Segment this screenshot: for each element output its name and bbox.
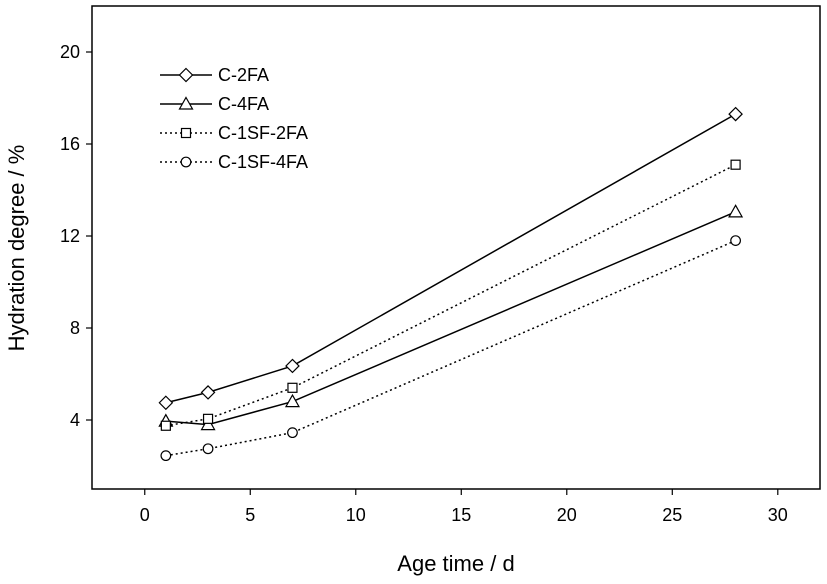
data-point — [160, 420, 171, 431]
series-line — [165, 239, 736, 457]
series-c-1sf-2fa — [160, 159, 741, 431]
x-tick-label: 15 — [451, 505, 471, 525]
data-point — [285, 358, 300, 374]
y-tick-label: 12 — [60, 226, 80, 246]
series-c-4fa — [158, 204, 744, 431]
x-tick-label: 20 — [557, 505, 577, 525]
x-axis-ticks: 0 5 10 15 20 25 30 — [140, 489, 788, 525]
legend-label: C-1SF-4FA — [218, 152, 308, 172]
data-point — [202, 443, 214, 455]
x-axis-title: Age time / d — [397, 551, 514, 576]
series-c-2fa — [158, 106, 743, 411]
legend-marker — [178, 67, 194, 83]
data-point — [730, 159, 741, 170]
data-point — [200, 385, 216, 400]
x-tick-label: 5 — [245, 505, 255, 525]
legend-label: C-1SF-2FA — [218, 123, 308, 143]
series-line — [165, 113, 736, 404]
legend-marker — [178, 96, 194, 110]
y-tick-label: 8 — [70, 318, 80, 338]
data-point — [160, 450, 172, 462]
legend-label: C-4FA — [218, 94, 269, 114]
legend-item: C-1SF-4FA — [160, 152, 308, 172]
legend-marker — [180, 156, 192, 168]
legend-label: C-2FA — [218, 65, 269, 85]
legend-item: C-2FA — [160, 65, 269, 85]
series-c-1sf-4fa — [160, 235, 741, 462]
y-axis-title: Hydration degree / % — [4, 145, 29, 352]
series-line — [165, 164, 736, 427]
data-point — [287, 427, 298, 439]
legend: C-2FA C-4FA C-1SF-2FA C-1SF-4FA — [160, 65, 308, 172]
data-point — [728, 204, 744, 218]
legend-marker — [180, 127, 192, 139]
x-tick-label: 30 — [768, 505, 788, 525]
y-tick-label: 4 — [70, 410, 80, 430]
y-axis-ticks: 4 8 12 16 20 — [60, 42, 92, 430]
y-tick-label: 16 — [60, 134, 80, 154]
data-point — [728, 106, 743, 122]
data-point — [202, 413, 214, 424]
series-line — [165, 211, 736, 426]
data-point — [287, 382, 298, 393]
data-point — [284, 393, 300, 408]
data-point — [730, 235, 741, 247]
data-point — [158, 395, 174, 411]
series-layer — [158, 106, 744, 462]
x-tick-label: 25 — [662, 505, 682, 525]
x-tick-label: 10 — [346, 505, 366, 525]
legend-item: C-4FA — [160, 94, 269, 114]
plot-frame — [91, 5, 821, 490]
y-tick-label: 20 — [60, 42, 80, 62]
x-tick-label: 0 — [140, 505, 150, 525]
legend-item: C-1SF-2FA — [160, 123, 308, 143]
